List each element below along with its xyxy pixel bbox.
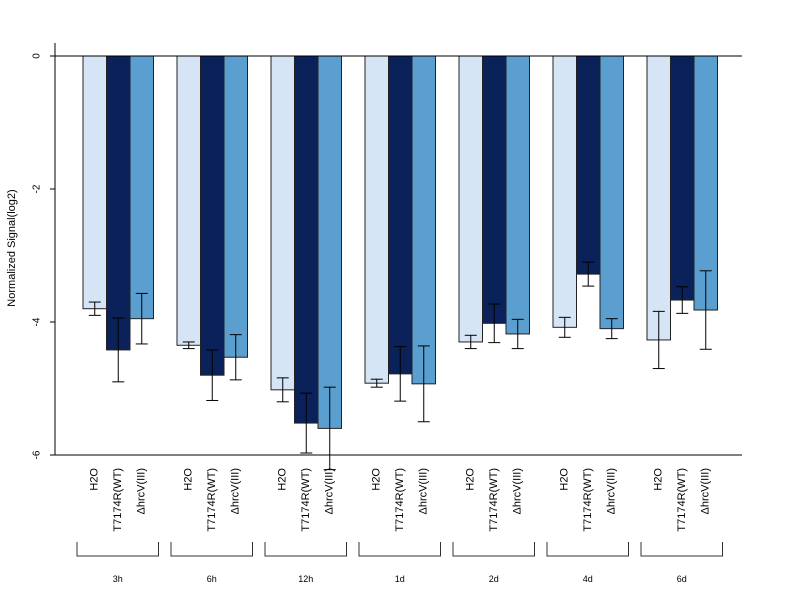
axes-layer [50, 43, 742, 456]
bar-12h-0 [270, 55, 295, 391]
group-bracket [170, 542, 253, 557]
category-label: H2O [371, 468, 383, 491]
category-label: T7174R(WT) [582, 468, 594, 532]
group-label-3h: 3h [113, 574, 123, 584]
group-bracket [264, 542, 347, 557]
category-label: H2O [277, 468, 289, 491]
category-label: ΔhrcV(III) [324, 468, 336, 514]
y-tick-label: 0 [32, 53, 43, 59]
bar-4d-1 [576, 55, 601, 275]
category-label: ΔhrcV(III) [512, 468, 524, 514]
group-label-2d: 2d [489, 574, 499, 584]
bar-12h-2 [317, 55, 342, 429]
category-label: ΔhrcV(III) [606, 468, 618, 514]
category-label: H2O [653, 468, 665, 491]
bar-4d-0 [552, 55, 577, 328]
bar-3h-2 [129, 55, 154, 320]
group-label-6d: 6d [677, 574, 687, 584]
group-bracket [76, 542, 159, 557]
bar-6h-2 [223, 55, 248, 358]
group-bracket [452, 542, 535, 557]
bar-12h-1 [294, 55, 319, 424]
y-tick-label: -4 [32, 317, 43, 326]
bar-2d-2 [505, 55, 530, 335]
group-label-12h: 12h [298, 574, 313, 584]
y-axis-label: Normalized Signal(log2) [6, 189, 18, 306]
bar-2d-1 [482, 55, 507, 324]
group-label-1d: 1d [395, 574, 405, 584]
bars-layer [82, 55, 718, 429]
bar-6d-0 [646, 55, 671, 341]
category-label: T7174R(WT) [206, 468, 218, 532]
bar-1d-2 [411, 55, 436, 385]
y-tick-label: -2 [32, 184, 43, 193]
group-label-6h: 6h [207, 574, 217, 584]
bar-1d-0 [364, 55, 389, 384]
category-label: T7174R(WT) [394, 468, 406, 532]
bar-6d-1 [670, 55, 695, 301]
category-label: H2O [89, 468, 101, 491]
bar-1d-1 [388, 55, 413, 375]
bar-4d-2 [599, 55, 624, 330]
category-label: ΔhrcV(III) [230, 468, 242, 514]
bar-6h-0 [176, 55, 201, 346]
bar-6h-1 [200, 55, 225, 376]
labels-layer: 0 -2 -4 -6 H2O T7174R(WT) ΔhrcV(III) 3h H2O T7174… [32, 53, 723, 584]
category-label: T7174R(WT) [112, 468, 124, 532]
y-tick-label: -6 [32, 450, 43, 459]
category-label: ΔhrcV(III) [418, 468, 430, 514]
group-bracket [358, 542, 441, 557]
category-label: H2O [559, 468, 571, 491]
category-label: ΔhrcV(III) [136, 468, 148, 514]
category-label: T7174R(WT) [300, 468, 312, 532]
bar-2d-0 [458, 55, 483, 343]
error-bars-layer [88, 261, 712, 471]
category-label: H2O [465, 468, 477, 491]
group-bracket [546, 542, 629, 557]
category-label: T7174R(WT) [676, 468, 688, 532]
category-label: H2O [183, 468, 195, 491]
bar-3h-1 [106, 55, 131, 351]
category-label: ΔhrcV(III) [700, 468, 712, 514]
category-label: T7174R(WT) [488, 468, 500, 532]
group-bracket [640, 542, 723, 557]
bar-3h-0 [82, 55, 107, 310]
group-label-4d: 4d [583, 574, 593, 584]
